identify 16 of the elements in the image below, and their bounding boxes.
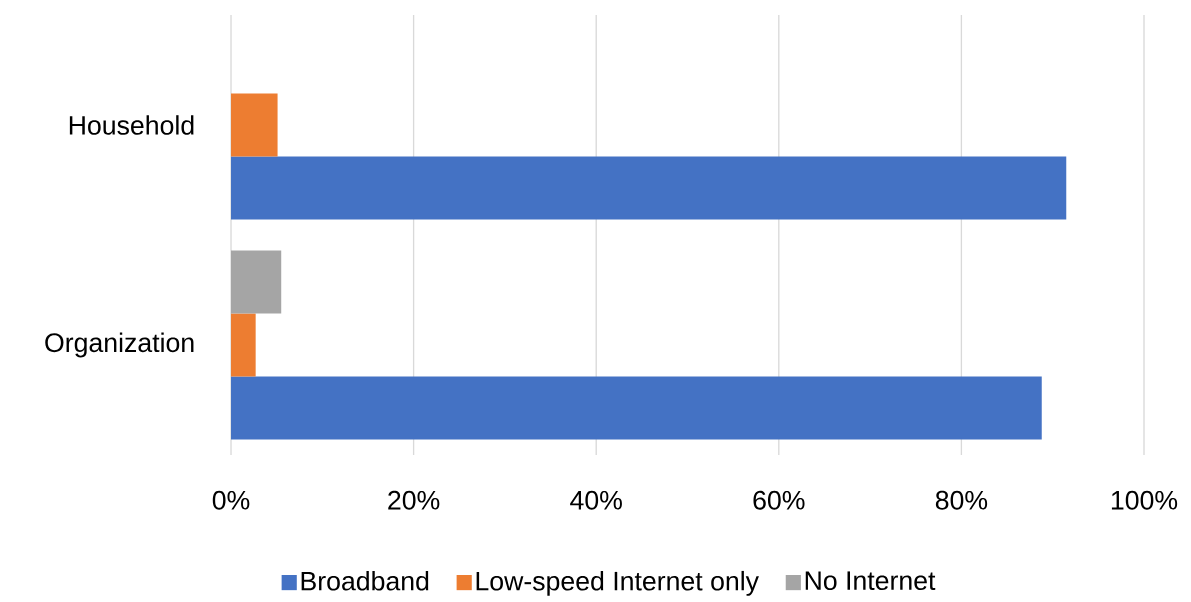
x-tick-label: 20% <box>388 490 440 510</box>
bar <box>231 250 282 314</box>
bar <box>231 376 1042 440</box>
x-tick-label: 100% <box>1111 490 1178 510</box>
y-tick-label: Household <box>69 115 194 135</box>
y-tick-label: Organization <box>45 332 194 358</box>
legend-label: No Internet <box>805 571 936 591</box>
x-tick-label: 80% <box>935 490 988 510</box>
bar <box>231 93 278 157</box>
legend-label: Broadband <box>301 570 429 591</box>
x-tick-label: 40% <box>570 490 622 510</box>
legend-label: Low-speed Internet only <box>476 570 759 596</box>
x-tick-label: 0% <box>212 490 250 510</box>
bar <box>231 313 256 377</box>
x-tick-label: 60% <box>753 490 805 510</box>
bar <box>231 156 1067 220</box>
